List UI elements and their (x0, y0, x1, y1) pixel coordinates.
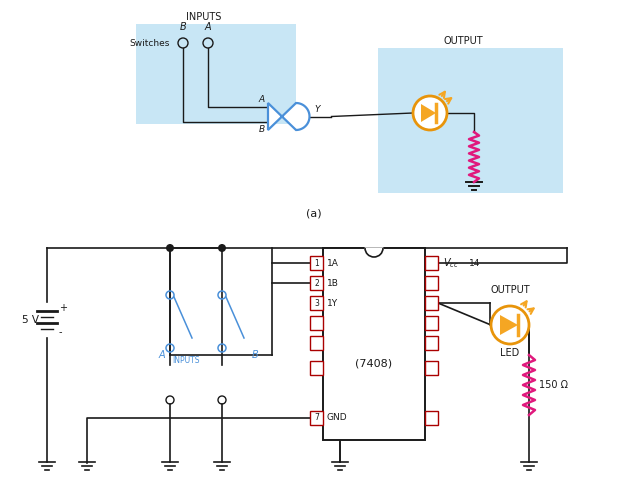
Bar (425, 361, 438, 375)
Bar (425, 296, 438, 310)
Text: INPUTS: INPUTS (186, 12, 221, 22)
Text: +: + (59, 303, 67, 313)
Bar (310, 276, 323, 290)
Circle shape (218, 244, 226, 252)
FancyBboxPatch shape (136, 24, 296, 124)
Circle shape (166, 244, 174, 252)
Polygon shape (268, 103, 309, 130)
Text: $V_{cc}$: $V_{cc}$ (443, 256, 459, 270)
Text: OUTPUT: OUTPUT (490, 285, 530, 295)
Text: (7408): (7408) (355, 359, 392, 369)
Polygon shape (365, 248, 383, 257)
Text: A: A (159, 350, 165, 360)
Text: Y: Y (314, 106, 320, 115)
Circle shape (413, 96, 447, 130)
Text: A: A (204, 22, 211, 32)
Bar (425, 336, 438, 350)
Text: 14: 14 (469, 259, 481, 267)
FancyBboxPatch shape (378, 48, 563, 193)
Text: 5 V: 5 V (22, 315, 39, 325)
Text: 2: 2 (314, 278, 320, 288)
Text: -: - (59, 327, 62, 337)
Circle shape (491, 306, 529, 344)
Bar (425, 256, 438, 270)
Text: 1B: 1B (327, 278, 339, 288)
Bar (310, 336, 323, 350)
Text: B: B (259, 125, 265, 134)
Bar (310, 316, 323, 330)
Text: 3: 3 (314, 299, 320, 308)
Bar (310, 361, 323, 375)
Text: A: A (259, 95, 265, 104)
Text: B: B (252, 350, 259, 360)
Bar (425, 316, 438, 330)
Text: (a): (a) (306, 208, 322, 218)
Bar (425, 411, 438, 425)
Text: B: B (180, 22, 186, 32)
Text: 1: 1 (314, 259, 320, 267)
Polygon shape (421, 104, 436, 122)
Bar (310, 296, 323, 310)
Text: GND: GND (327, 413, 348, 422)
Bar (310, 411, 323, 425)
Bar (310, 256, 323, 270)
Text: LED: LED (501, 348, 520, 358)
Text: 1Y: 1Y (327, 299, 338, 308)
Polygon shape (500, 315, 518, 335)
Text: 150 Ω: 150 Ω (539, 380, 568, 390)
Text: Switches: Switches (130, 38, 170, 48)
Text: 7: 7 (314, 413, 320, 422)
Text: 1A: 1A (327, 259, 339, 267)
Bar (323, 248, 425, 440)
Text: INPUTS: INPUTS (172, 356, 199, 365)
Text: OUTPUT: OUTPUT (443, 36, 483, 46)
Bar (425, 276, 438, 290)
